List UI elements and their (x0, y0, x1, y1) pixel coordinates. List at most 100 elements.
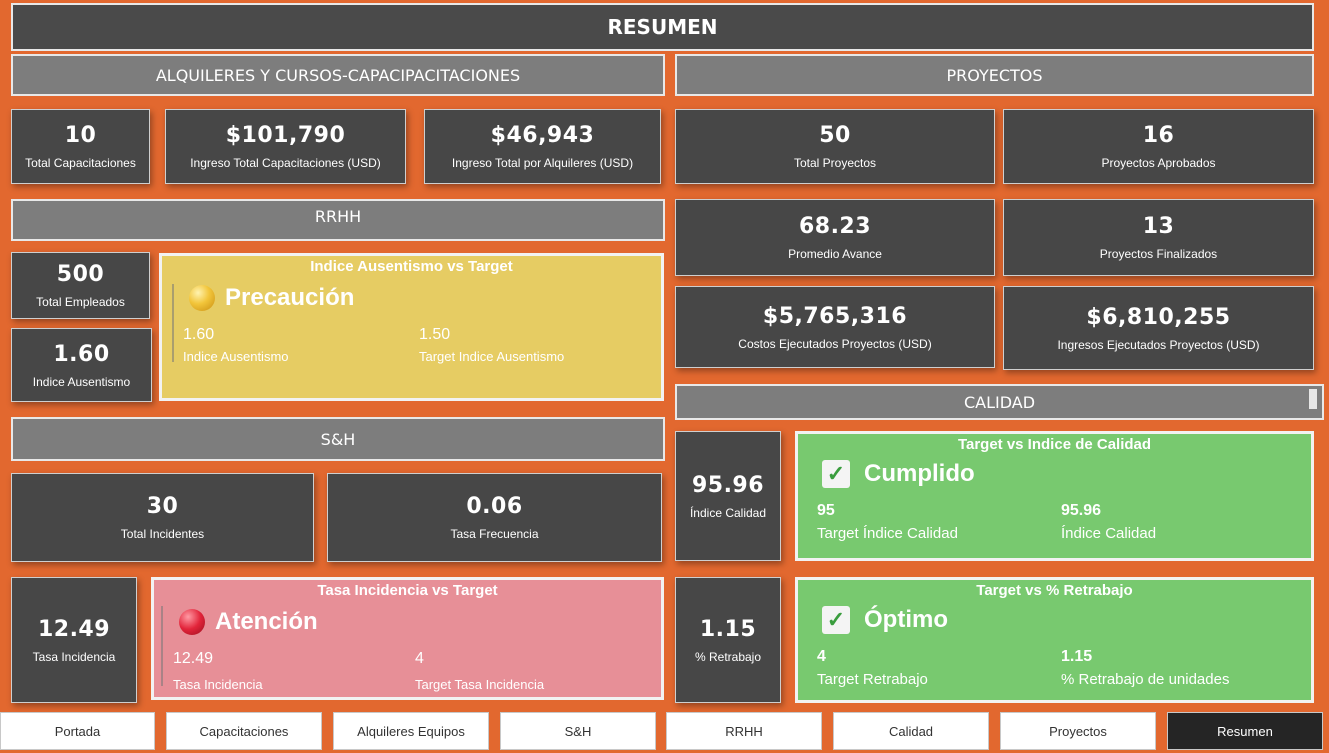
nav-button-portada[interactable]: Portada (0, 712, 155, 750)
kpi-target-label: Target Índice Calidad (817, 525, 958, 542)
kpi-target-value: 95 (817, 502, 835, 519)
nav-button-rrhh[interactable]: RRHH (666, 712, 822, 750)
kpi-title: Tasa Incidencia vs Target (317, 582, 498, 599)
kpi-divider (172, 284, 174, 362)
card-label: Costos Ejecutados Proyectos (USD) (738, 336, 932, 351)
kpi-actual-value: 1.15 (1061, 648, 1093, 665)
card-incidence-rate: 12.49 Tasa Incidencia (11, 577, 137, 703)
nav-button-sh[interactable]: S&H (500, 712, 656, 750)
nav-button-proyectos[interactable]: Proyectos (1000, 712, 1156, 750)
card-label: Índice Calidad (689, 505, 767, 520)
card-label: Indice Ausentismo (32, 374, 131, 389)
card-value: 1.60 (53, 341, 110, 367)
card-value: 10 (64, 123, 97, 148)
card-label: Ingresos Ejecutados Proyectos (USD) (1057, 337, 1260, 352)
card-value: 12.49 (37, 616, 111, 642)
card-value: 0.06 (466, 494, 523, 519)
section-projects-header: PROYECTOS (675, 54, 1314, 96)
section-hr-header: RRHH (11, 199, 665, 241)
card-value: 30 (146, 494, 179, 519)
card-label: Proyectos Aprobados (1101, 156, 1216, 170)
kpi-actual-value: 1.60 (183, 326, 215, 343)
kpi-status: ✓ Cumplido (822, 460, 975, 488)
section-rentals-header: ALQUILERES Y CURSOS-CAPACIPACITACIONES (11, 54, 665, 96)
card-total-employees: 500 Total Empleados (11, 252, 150, 319)
card-avg-progress: 68.23 Promedio Avance (675, 199, 995, 276)
nav-button-calidad[interactable]: Calidad (833, 712, 989, 750)
card-label: Total Empleados (36, 295, 125, 309)
section-sh-header: S&H (11, 417, 665, 461)
card-value: 95.96 (691, 472, 765, 498)
card-value: $46,943 (490, 123, 595, 148)
card-label: Tasa Incidencia (32, 649, 116, 664)
kpi-target-label: Target Tasa Incidencia (415, 677, 545, 692)
kpi-status-label: Precaución (225, 284, 355, 311)
kpi-rework-vs-target: Target vs % Retrabajo ✓ Óptimo 4 Target … (795, 577, 1314, 703)
caution-indicator-icon (189, 285, 215, 311)
card-rental-income: $46,943 Ingreso Total por Alquileres (US… (424, 109, 661, 184)
kpi-actual-label: Tasa Incidencia (173, 677, 263, 692)
card-total-incidents: 30 Total Incidentes (11, 473, 314, 562)
card-total-projects: 50 Total Proyectos (675, 109, 995, 184)
kpi-actual-label: Indice Ausentismo (183, 349, 289, 364)
kpi-status: Precaución (189, 284, 354, 312)
kpi-status: Atención (179, 608, 318, 636)
check-icon: ✓ (822, 460, 850, 488)
kpi-status-label: Cumplido (864, 460, 975, 487)
kpi-target-value: 4 (415, 650, 424, 667)
nav-button-resumen[interactable]: Resumen (1167, 712, 1323, 750)
card-frequency-rate: 0.06 Tasa Frecuencia (327, 473, 662, 562)
kpi-title: Target vs Indice de Calidad (957, 436, 1152, 453)
alert-indicator-icon (179, 609, 205, 635)
kpi-target-value: 4 (817, 648, 826, 665)
kpi-title: Target vs % Retrabajo (976, 582, 1133, 599)
card-project-income: $6,810,255 Ingresos Ejecutados Proyectos… (1003, 286, 1314, 370)
card-label: Proyectos Finalizados (1099, 247, 1218, 261)
card-project-costs: $5,765,316 Costos Ejecutados Proyectos (… (675, 286, 995, 368)
card-value: 16 (1142, 123, 1175, 148)
page-title: RESUMEN (11, 3, 1314, 51)
kpi-absenteeism-vs-target: Indice Ausentismo vs Target Precaución 1… (159, 253, 664, 401)
card-label: Ingreso Total Capacitaciones (USD) (190, 156, 381, 170)
kpi-target-label: Target Retrabajo (817, 671, 928, 688)
kpi-incidence-vs-target: Tasa Incidencia vs Target Atención 12.49… (151, 577, 664, 700)
kpi-actual-value: 12.49 (173, 650, 214, 667)
nav-button-alquileres[interactable]: Alquileres Equipos (333, 712, 489, 750)
card-label: Tasa Frecuencia (450, 527, 539, 541)
card-rework: 1.15 % Retrabajo (675, 577, 781, 703)
section-quality-label: CALIDAD (963, 392, 1036, 412)
card-label: Ingreso Total por Alquileres (USD) (451, 156, 634, 170)
card-value: $5,765,316 (762, 303, 908, 329)
kpi-target-value: 1.50 (419, 326, 451, 343)
nav-button-capacitaciones[interactable]: Capacitaciones (166, 712, 322, 750)
card-label: Total Incidentes (120, 527, 205, 541)
card-value: 500 (56, 262, 105, 287)
kpi-status-label: Atención (215, 608, 318, 635)
kpi-actual-value: 95.96 (1061, 502, 1102, 519)
card-absenteeism: 1.60 Indice Ausentismo (11, 328, 152, 402)
scrollbar-thumb[interactable] (1309, 389, 1317, 409)
kpi-title: Indice Ausentismo vs Target (310, 258, 513, 275)
card-value: 13 (1142, 214, 1175, 239)
kpi-divider (161, 606, 163, 686)
card-total-trainings: 10 Total Capacitaciones (11, 109, 150, 184)
card-value: 1.15 (699, 616, 757, 642)
kpi-quality-index-vs-target: Target vs Indice de Calidad ✓ Cumplido 9… (795, 431, 1314, 561)
card-label: % Retrabajo (694, 649, 762, 664)
kpi-status: ✓ Óptimo (822, 606, 948, 634)
kpi-actual-label: Índice Calidad (1061, 525, 1157, 542)
card-approved-projects: 16 Proyectos Aprobados (1003, 109, 1314, 184)
card-value: 50 (819, 123, 851, 148)
kpi-status-label: Óptimo (864, 606, 948, 633)
kpi-target-label: Target Indice Ausentismo (419, 349, 565, 364)
kpi-actual-label: % Retrabajo de unidades (1061, 671, 1230, 688)
card-value: 68.23 (798, 214, 872, 239)
card-training-income: $101,790 Ingreso Total Capacitaciones (U… (165, 109, 406, 184)
card-label: Total Proyectos (793, 156, 877, 170)
card-value: $6,810,255 (1086, 304, 1231, 330)
section-quality-header: CALIDAD (675, 384, 1324, 420)
check-icon: ✓ (822, 606, 850, 634)
card-label: Promedio Avance (788, 247, 882, 261)
card-finished-projects: 13 Proyectos Finalizados (1003, 199, 1314, 276)
card-quality-index: 95.96 Índice Calidad (675, 431, 781, 561)
